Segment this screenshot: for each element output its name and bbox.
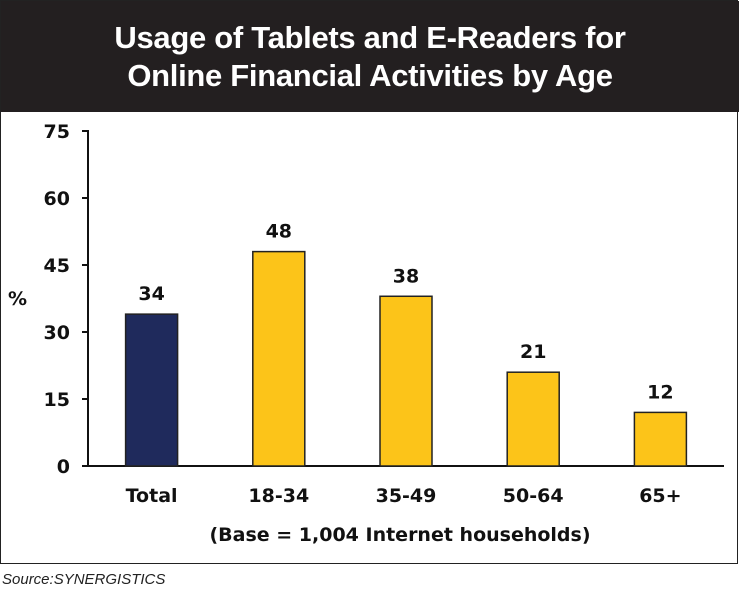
- y-tick-label: 15: [44, 389, 70, 411]
- source-credit: Source:SYNERGISTICS: [2, 571, 166, 588]
- chart-title-line-1: Usage of Tablets and E-Readers for: [114, 19, 626, 55]
- x-tick-label: 18-34: [248, 485, 309, 507]
- base-note: (Base = 1,004 Internet households): [209, 524, 591, 546]
- data-label: 12: [647, 381, 673, 403]
- y-tick-label: 45: [44, 255, 70, 277]
- y-tick-label: 75: [44, 121, 70, 143]
- bar-total: [124, 313, 179, 467]
- y-axis-unit-label: %: [8, 288, 27, 310]
- data-label: 38: [393, 265, 419, 287]
- x-tick-label: 35-49: [376, 485, 437, 507]
- bar-50-64: [506, 371, 560, 467]
- y-tick-label: 60: [44, 188, 70, 210]
- x-tick-label: 50-64: [503, 485, 564, 507]
- bar-18-34: [252, 250, 306, 467]
- y-tick-label: 30: [44, 322, 70, 344]
- x-tick-label: 65+: [639, 485, 681, 507]
- bar-65-: [633, 411, 688, 467]
- chart-frame: Usage of Tablets and E-Readers for Onlin…: [0, 0, 739, 564]
- data-label: 34: [138, 283, 164, 305]
- chart-title-line-2: Online Financial Activities by Age: [127, 57, 613, 93]
- data-label: 21: [520, 341, 546, 363]
- y-tick-label: 0: [57, 456, 70, 478]
- data-label: 48: [266, 221, 292, 243]
- title-bar: Usage of Tablets and E-Readers for Onlin…: [1, 1, 739, 112]
- x-tick-label: Total: [126, 485, 178, 507]
- bar-35-49: [379, 295, 433, 467]
